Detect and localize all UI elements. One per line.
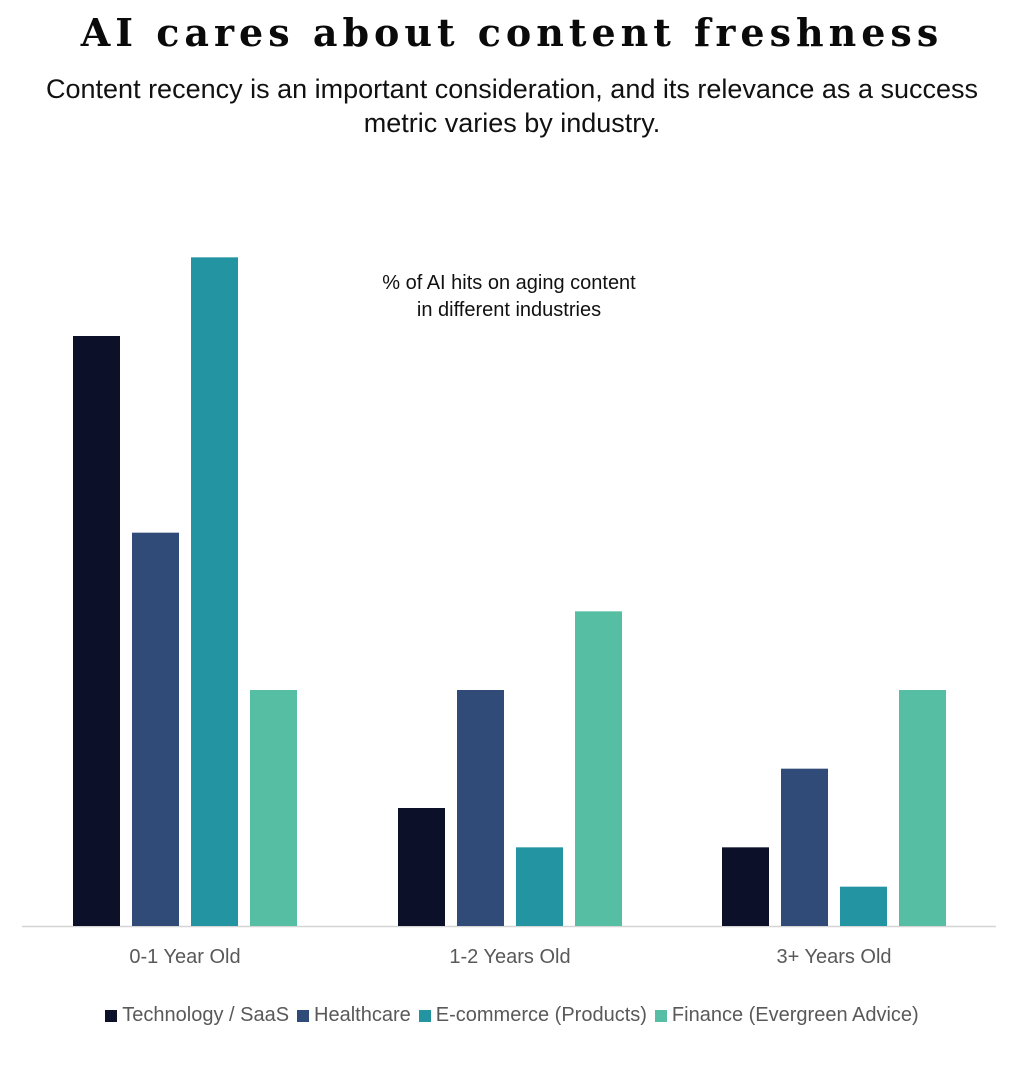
- legend-swatch: [297, 1009, 310, 1022]
- legend-swatch: [654, 1009, 667, 1022]
- x-tick-label: 0-1 Year Old: [129, 946, 240, 968]
- bar-4-3: [899, 690, 946, 926]
- legend-label: E-commerce (Products): [435, 1004, 647, 1026]
- bar-3-1: [191, 257, 238, 926]
- bar-3-2: [516, 847, 563, 926]
- bar-1-3: [722, 847, 769, 926]
- bar-2-3: [781, 768, 828, 926]
- bar-1-1: [73, 336, 120, 926]
- x-tick-label: 1-2 Years Old: [449, 946, 570, 968]
- bar-chart: 0-1 Year Old 1-2 Years Old 3+ Years Old % o…: [22, 257, 996, 968]
- legend-item: Technology / SaaS: [105, 1004, 289, 1027]
- legend-item: Finance (Evergreen Advice): [654, 1004, 919, 1027]
- legend-label: Finance (Evergreen Advice): [671, 1004, 919, 1026]
- chart-legend: Technology / SaaS Healthcare E-commerce (P…: [0, 1004, 1024, 1027]
- chart-annotation-line: in different industries: [417, 299, 601, 321]
- subtitle-line-1: Content recency is an important consider…: [46, 74, 978, 104]
- legend-label: Technology / SaaS: [122, 1004, 290, 1026]
- bar-4-2: [575, 611, 622, 926]
- chart-subtitle: Content recency is an important consider…: [0, 72, 1024, 140]
- chart-title: AI cares about content freshness: [80, 10, 944, 55]
- chart-annotation-line: % of AI hits on aging content: [382, 272, 636, 294]
- bar-4-1: [250, 690, 297, 926]
- legend-item: E-commerce (Products): [418, 1004, 647, 1027]
- legend-label: Healthcare: [314, 1004, 411, 1026]
- subtitle-line-2: metric varies by industry.: [363, 108, 661, 138]
- bar-2-1: [132, 532, 179, 926]
- legend-item: Healthcare: [297, 1004, 411, 1027]
- bar-1-2: [398, 808, 445, 926]
- x-tick-label: 3+ Years Old: [776, 946, 891, 968]
- bar-2-2: [457, 690, 504, 926]
- legend-swatch: [418, 1009, 431, 1022]
- legend-swatch: [105, 1009, 118, 1022]
- bar-3-3: [840, 886, 887, 926]
